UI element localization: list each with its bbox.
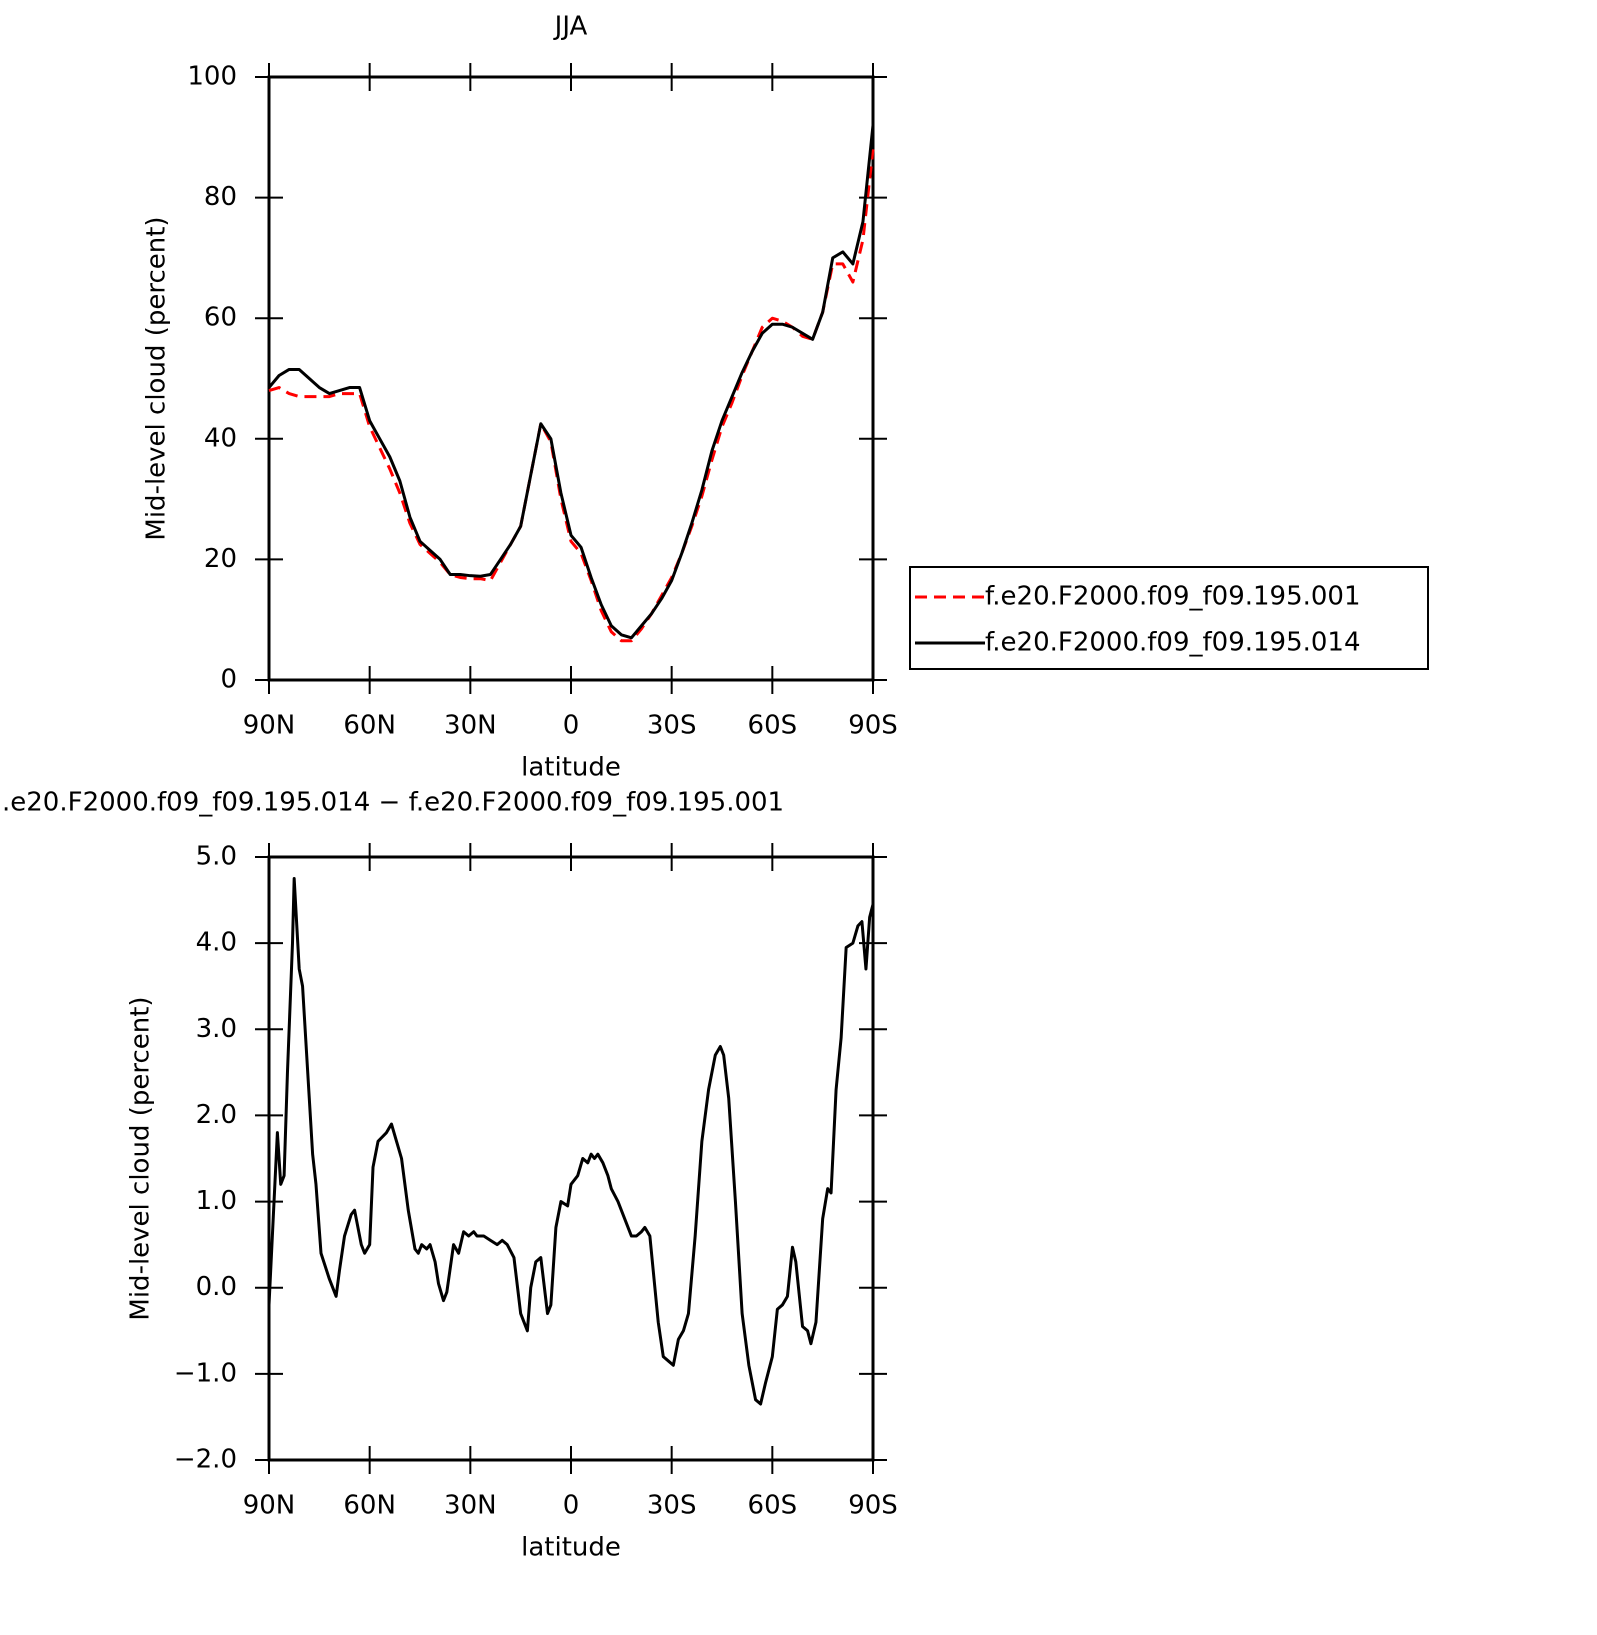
y-tick-label: 4.0 [196, 928, 237, 958]
data-line [268, 149, 875, 643]
x-tick-label: 60S [748, 1491, 798, 1521]
x-tick-label: 30N [444, 711, 497, 741]
x-tick-label: 0 [563, 711, 580, 741]
y-tick-label: −1.0 [174, 1358, 237, 1388]
y-tick-label: 5.0 [196, 842, 237, 872]
x-tick-label: 30N [444, 1491, 497, 1521]
x-axis-label: latitude [521, 753, 621, 783]
x-tick-label: 0 [563, 1491, 580, 1521]
legend-label: f.e20.F2000.f09_f09.195.014 [985, 628, 1361, 658]
x-tick-label: 90S [848, 711, 898, 741]
x-tick-label: 30S [647, 711, 697, 741]
y-tick-label: 100 [187, 62, 237, 92]
plot-frame [267, 855, 875, 1462]
data-line [267, 125, 875, 640]
y-tick-label: 80 [204, 182, 237, 212]
y-tick-label: 2.0 [196, 1100, 237, 1130]
x-tick-label: 60S [748, 711, 798, 741]
x-tick-label: 90N [243, 1491, 296, 1521]
x-tick-label: 90N [243, 711, 296, 741]
chart-title: JJA [553, 12, 588, 42]
y-tick-label: −2.0 [174, 1445, 237, 1475]
x-axis-label: latitude [521, 1533, 621, 1563]
chart-title: .e20.F2000.f09_f09.195.014 − f.e20.F2000… [2, 788, 784, 818]
y-tick-label: 3.0 [196, 1014, 237, 1044]
plot-frame [267, 75, 875, 682]
y-axis-label: Mid-level cloud (percent) [126, 996, 156, 1320]
y-tick-label: 0 [220, 665, 237, 695]
y-tick-label: 1.0 [196, 1186, 237, 1216]
legend-box [909, 566, 1429, 670]
y-axis-label: Mid-level cloud (percent) [142, 216, 172, 540]
y-tick-label: 40 [204, 423, 237, 453]
legend-label: f.e20.F2000.f09_f09.195.001 [985, 582, 1361, 612]
x-tick-label: 60N [343, 1491, 396, 1521]
x-tick-label: 90S [848, 1491, 898, 1521]
y-tick-label: 0.0 [196, 1272, 237, 1302]
y-tick-label: 20 [204, 544, 237, 574]
x-tick-label: 60N [343, 711, 396, 741]
y-tick-label: 60 [204, 303, 237, 333]
data-line [267, 877, 875, 1406]
x-tick-label: 30S [647, 1491, 697, 1521]
